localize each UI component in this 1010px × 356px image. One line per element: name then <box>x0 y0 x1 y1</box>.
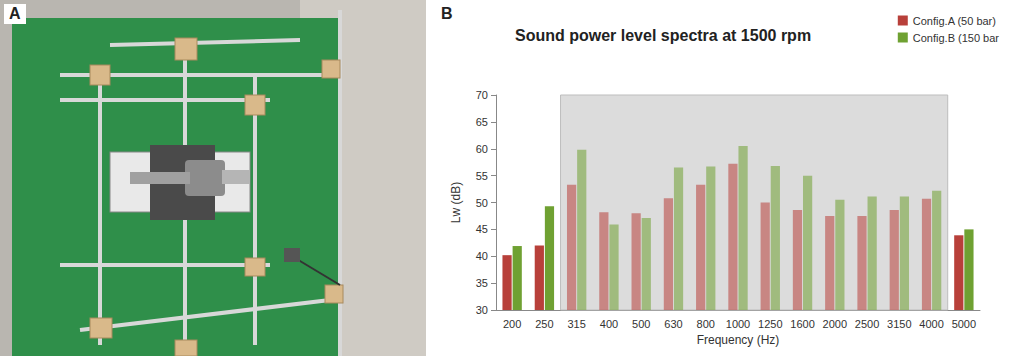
svg-text:Lw (dB): Lw (dB) <box>449 182 463 223</box>
svg-text:400: 400 <box>600 318 618 330</box>
svg-text:315: 315 <box>567 318 585 330</box>
svg-text:Config.B (150 bar: Config.B (150 bar <box>913 32 1000 44</box>
svg-text:55: 55 <box>476 170 488 182</box>
svg-text:Frequency (Hz): Frequency (Hz) <box>697 333 780 347</box>
svg-text:30: 30 <box>476 304 488 316</box>
svg-text:40: 40 <box>476 250 488 262</box>
svg-text:Sound power level spectra at 1: Sound power level spectra at 1500 rpm <box>515 27 811 44</box>
svg-text:500: 500 <box>632 318 650 330</box>
svg-text:250: 250 <box>535 318 553 330</box>
svg-text:3150: 3150 <box>887 318 911 330</box>
html-text:A: A <box>9 5 21 22</box>
svg-text:35: 35 <box>476 277 488 289</box>
svg-text:200: 200 <box>503 318 521 330</box>
svg-text:70: 70 <box>476 89 488 101</box>
svg-text:65: 65 <box>476 116 488 128</box>
svg-text:1000: 1000 <box>726 318 750 330</box>
svg-text:1250: 1250 <box>758 318 782 330</box>
svg-text:800: 800 <box>697 318 715 330</box>
svg-text:1600: 1600 <box>790 318 814 330</box>
svg-text:2000: 2000 <box>823 318 847 330</box>
svg-text:5000: 5000 <box>952 318 976 330</box>
svg-text:2500: 2500 <box>855 318 879 330</box>
svg-text:45: 45 <box>476 223 488 235</box>
svg-text:4000: 4000 <box>919 318 943 330</box>
svg-text:60: 60 <box>476 143 488 155</box>
svg-text:50: 50 <box>476 197 488 209</box>
svg-text:Config.A (50 bar): Config.A (50 bar) <box>913 15 996 27</box>
html-text:B: B <box>441 5 453 22</box>
svg-text:630: 630 <box>664 318 682 330</box>
